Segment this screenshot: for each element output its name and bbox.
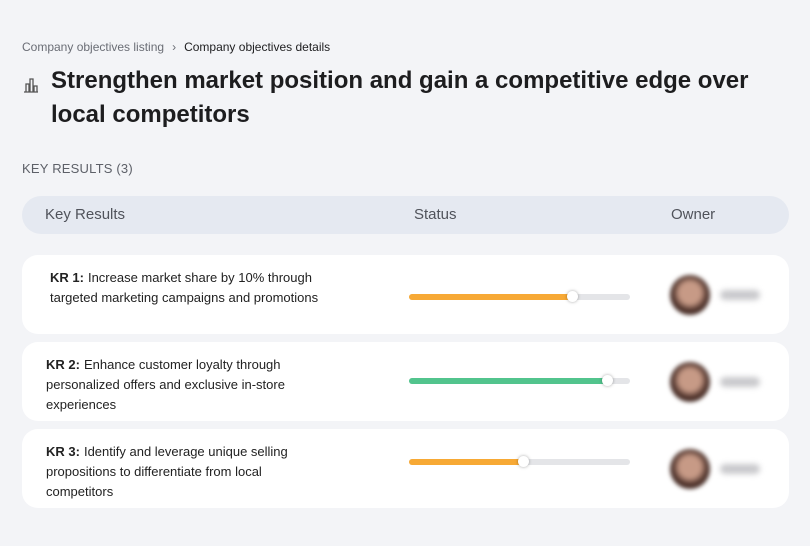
key-result-description: Identify and leverage unique selling pro…	[46, 444, 288, 499]
column-header: Status	[414, 206, 457, 223]
column-header: Key Results	[45, 206, 126, 223]
section-label: KEY RESULTS (3)	[22, 161, 133, 176]
table-header: Key Results Status Owner	[22, 196, 789, 234]
progress-knob	[517, 456, 529, 467]
progress-fill	[409, 294, 573, 300]
owner-name-blurred	[720, 464, 760, 474]
key-result-text: KR 1: Increase market share by 10% throug…	[50, 268, 350, 308]
owner-avatar	[670, 449, 710, 489]
key-result-description: Enhance customer loyalty through persona…	[46, 357, 285, 412]
key-result-description: Increase market share by 10% through tar…	[50, 270, 319, 305]
breadcrumb-current: Company objectives details	[184, 40, 331, 54]
key-result-label: KR 2:	[46, 357, 80, 372]
key-result-row[interactable]: KR 3: Identify and leverage unique sellin…	[22, 429, 789, 508]
key-result-row[interactable]: KR 1: Increase market share by 10% throug…	[22, 255, 789, 334]
key-result-label: KR 3:	[46, 444, 80, 459]
breadcrumb-separator: ›	[172, 40, 177, 54]
column-header: Owner	[671, 206, 716, 223]
owner-avatar	[670, 362, 710, 402]
progress-track	[409, 375, 630, 386]
page-title: Strengthen market position and gain a co…	[51, 67, 749, 128]
owner-name-blurred	[720, 290, 760, 300]
owner-avatar	[670, 275, 710, 315]
progress-track	[409, 291, 630, 302]
key-result-text: KR 3: Identify and leverage unique sellin…	[46, 442, 316, 502]
progress-track	[409, 456, 630, 467]
key-result-row[interactable]: KR 2: Enhance customer loyalty through pe…	[22, 342, 789, 421]
progress-fill	[409, 378, 608, 384]
breadcrumb: Company objectives listing › Company obj…	[22, 40, 330, 54]
owner-name-blurred	[720, 377, 760, 387]
progress-knob	[566, 291, 578, 302]
objective-icon	[24, 78, 38, 93]
key-result-text: KR 2: Enhance customer loyalty through pe…	[46, 355, 311, 415]
key-result-label: KR 1:	[50, 270, 84, 285]
progress-fill	[409, 459, 524, 465]
progress-knob	[601, 375, 613, 386]
breadcrumb-link[interactable]: Company objectives listing	[22, 40, 165, 54]
